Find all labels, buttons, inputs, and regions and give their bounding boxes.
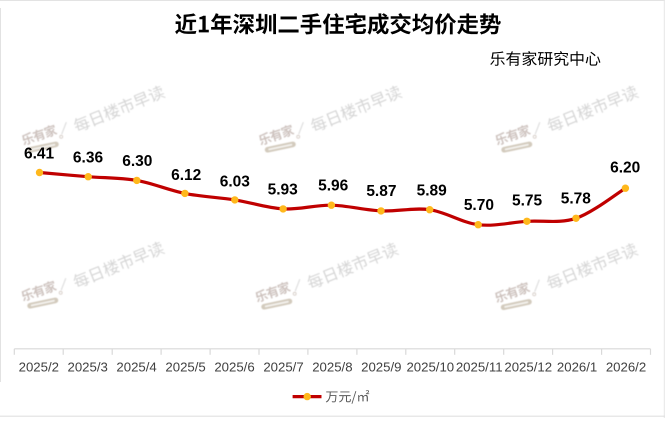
svg-text:2025/5: 2025/5 [165,359,205,374]
svg-text:2025/12: 2025/12 [504,359,552,374]
svg-text:2025/2: 2025/2 [19,359,59,374]
svg-text:2025/11: 2025/11 [456,359,503,374]
svg-text:2026/1: 2026/1 [557,359,597,374]
svg-text:5.75: 5.75 [512,193,543,210]
svg-text:2025/10: 2025/10 [406,359,454,374]
svg-text:6.36: 6.36 [73,150,104,167]
svg-text:5.93: 5.93 [268,182,299,199]
svg-text:2025/3: 2025/3 [68,359,108,374]
svg-text:2025/4: 2025/4 [116,359,156,374]
svg-text:2025/6: 2025/6 [214,359,254,374]
svg-text:6.12: 6.12 [171,167,201,184]
svg-text:5.87: 5.87 [366,183,396,200]
svg-text:2026/2: 2026/2 [606,359,646,374]
svg-text:5.70: 5.70 [464,197,494,214]
svg-text:2025/9: 2025/9 [361,359,401,374]
svg-text:6.03: 6.03 [220,174,251,191]
svg-text:5.78: 5.78 [561,190,592,207]
svg-text:5.96: 5.96 [318,178,349,195]
svg-text:6.20: 6.20 [610,160,640,177]
svg-text:2025/8: 2025/8 [312,359,352,374]
svg-text:2025/7: 2025/7 [263,359,303,374]
svg-text:6.30: 6.30 [122,153,152,170]
svg-text:6.41: 6.41 [24,146,55,163]
svg-text:5.89: 5.89 [417,183,448,200]
